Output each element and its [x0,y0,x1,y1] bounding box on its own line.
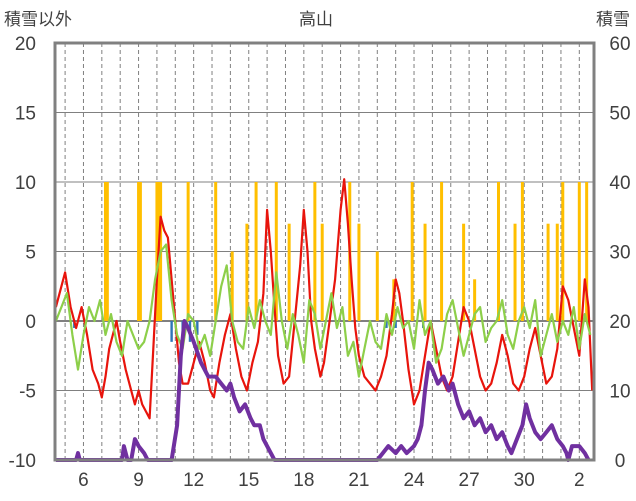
x-axis-tick-labels: 6 9 12 15 18 21 24 27 30 2 [78,470,584,491]
orange-bar [473,279,477,321]
orange-bar [320,223,324,321]
blue-bar [385,321,388,328]
x-tick-label: 27 [459,470,480,491]
x-tick-label: 18 [293,470,314,491]
green-series-line [54,243,592,378]
left-axis-label: 積雪以外 [4,10,72,30]
x-tick-label: 9 [133,470,144,491]
left-tick-label: 5 [25,243,36,264]
right-tick-label: 0 [615,451,626,472]
left-tick-label: -5 [19,382,36,403]
orange-bar [423,223,427,321]
orange-bar [313,182,317,321]
x-tick-label: 30 [514,470,535,491]
right-tick-label: 10 [609,382,630,403]
orange-bar [245,223,249,321]
right-axis-tick-labels: 60 50 40 30 20 10 0 [609,34,630,472]
orange-bar [254,182,258,321]
orange-bar [561,182,565,321]
orange-bar [375,251,379,321]
left-axis-tick-labels: 20 15 10 5 0 -5 -10 [9,34,36,472]
orange-bar [497,182,501,321]
orange-bar [520,182,524,321]
right-axis-label: 積雪 [596,10,630,30]
orange-bar [440,182,444,321]
orange-bar [214,182,218,321]
right-tick-label: 40 [609,173,630,194]
blue-bar [170,321,173,342]
gridlines [55,43,594,460]
red-series-line [54,178,594,420]
orange-bar [462,223,466,321]
x-tick-label: 6 [78,470,89,491]
orange-bar [230,251,234,321]
right-tick-label: 50 [609,104,630,125]
x-tick-label: 12 [183,470,204,491]
orange-bar [513,223,517,321]
orange-bar [138,182,142,321]
orange-bar [555,223,559,321]
left-tick-label: 0 [25,312,36,333]
plot-area-border [53,41,596,462]
left-tick-label: 15 [15,104,36,125]
right-tick-label: 30 [609,243,630,264]
right-tick-label: 60 [609,34,630,55]
x-tick-label: 2 [574,470,585,491]
orange-bar [577,182,581,321]
blue-bar [196,321,199,335]
orange-bar [137,182,141,321]
orange-bar [274,182,278,321]
orange-bar [104,182,108,321]
orange-bar [105,182,109,321]
x-tick-label: 24 [403,470,425,491]
orange-bar [410,182,414,321]
left-tick-label: -10 [9,451,36,472]
blue-bar [394,321,397,328]
left-tick-label: 10 [15,173,36,194]
orange-bar [287,223,291,321]
orange-bar [546,223,550,321]
orange-bar [357,223,361,321]
right-tick-label: 20 [609,312,630,333]
x-tick-label: 15 [238,470,259,491]
left-tick-label: 20 [15,34,36,55]
chart-title: 高山 [299,10,333,30]
orange-bar [155,182,159,321]
orange-bar [186,182,190,321]
orange-bar [585,182,589,321]
x-tick-label: 21 [348,470,369,491]
